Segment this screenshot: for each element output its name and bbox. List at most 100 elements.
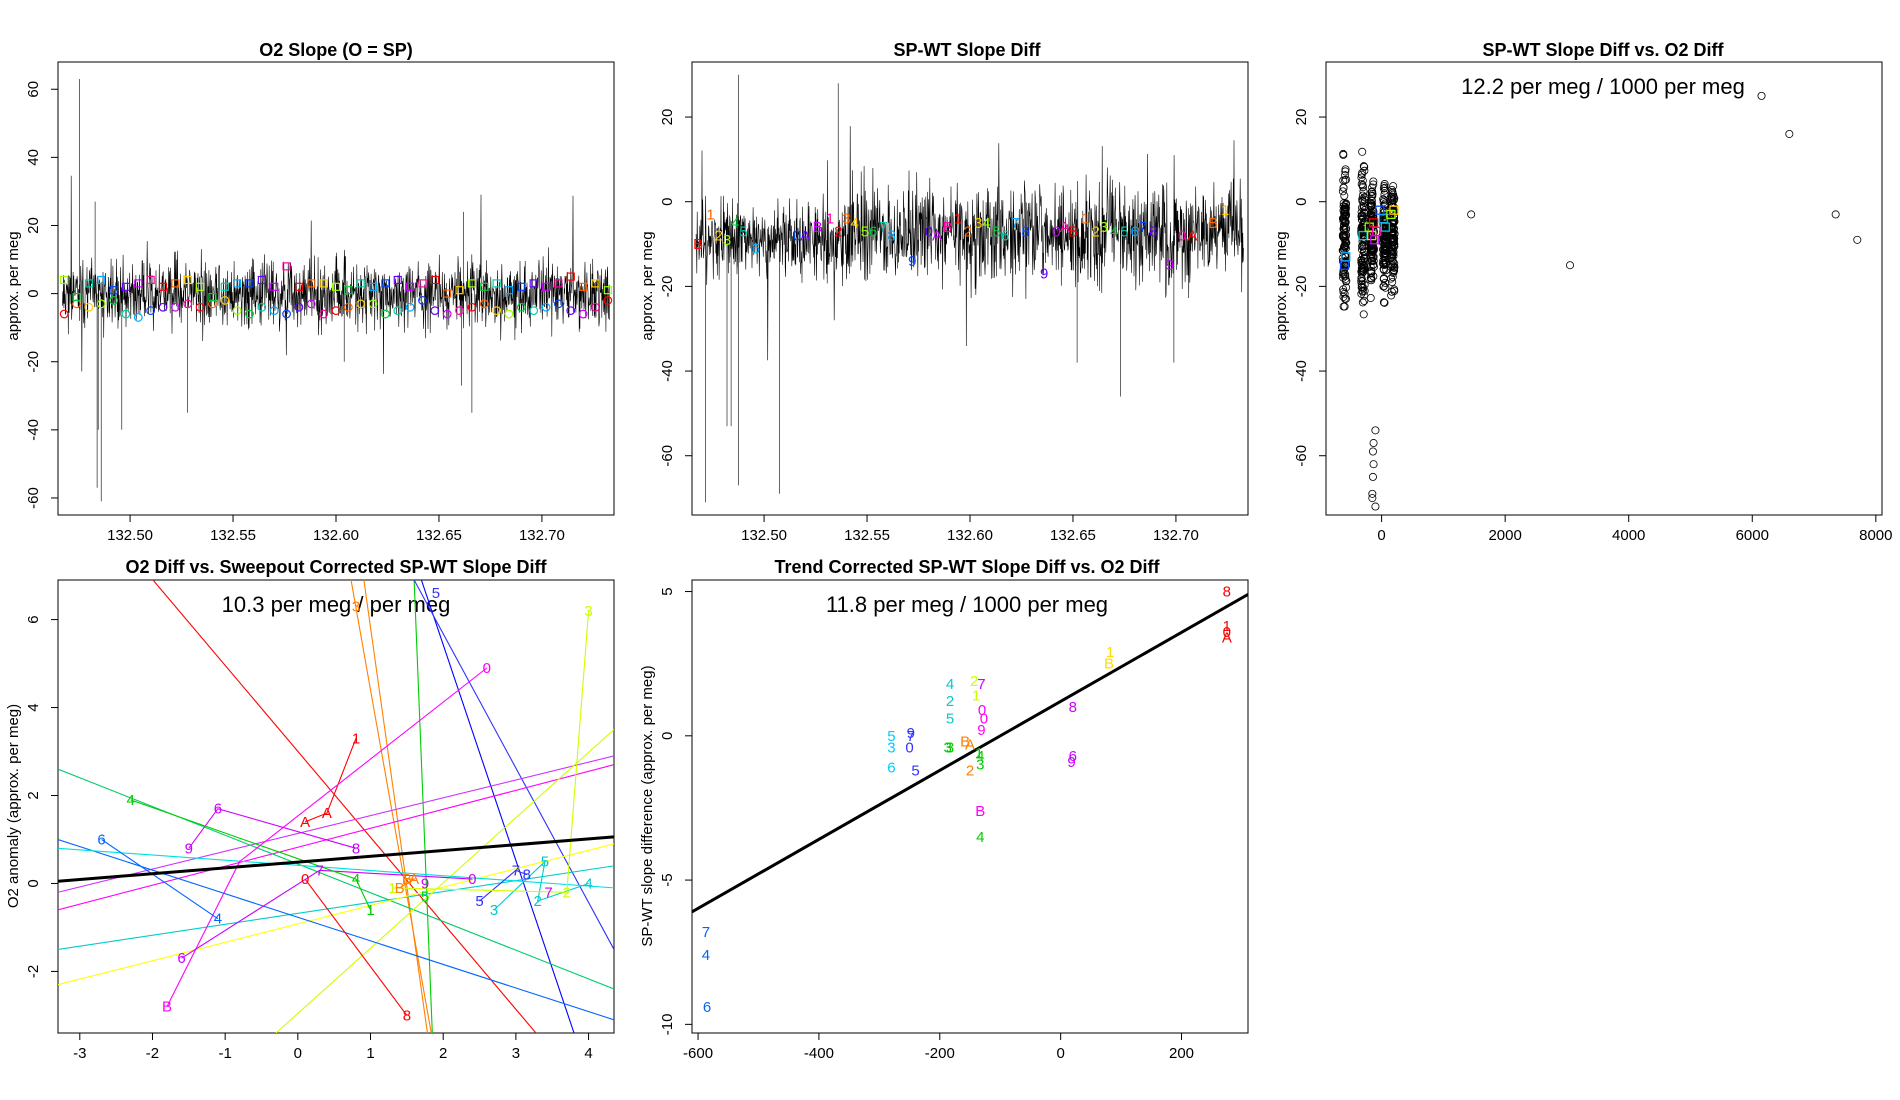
day-label: 2: [964, 223, 972, 240]
o-mean-point: [430, 306, 440, 316]
sp-mean-point: [418, 279, 427, 288]
connector-line: [101, 839, 219, 920]
scatter-point: [1371, 502, 1380, 511]
scatter-outlier-point: [1566, 261, 1575, 270]
point-label: B: [1104, 656, 1114, 673]
scatter-point: [1341, 272, 1350, 281]
o-mean-point: [109, 296, 118, 305]
sp-mean-point: [504, 286, 514, 295]
y-tick-label: -5: [659, 873, 676, 886]
scatter-point: [1341, 244, 1350, 253]
scatter-point: [1367, 274, 1376, 283]
scatter-point: [1390, 212, 1399, 221]
scatter-point: [1388, 278, 1397, 287]
sp-mean-point: [183, 275, 192, 285]
y-tick-label: -60: [1293, 445, 1310, 467]
o-mean-point: [368, 299, 378, 309]
y-tick-label: 4: [25, 703, 42, 711]
scatter-point: [1341, 294, 1350, 303]
day-label: 3: [842, 211, 850, 228]
scatter-point: [1339, 222, 1348, 231]
sp-mean-point: [307, 279, 316, 288]
y-tick-label: -40: [659, 360, 676, 382]
day-label: 5: [861, 223, 869, 240]
day-label: 4: [127, 792, 135, 809]
day-label: 8: [523, 867, 531, 884]
day-label: 1: [1081, 211, 1089, 228]
scatter-point: [1390, 263, 1399, 272]
y-tick-label: 60: [25, 81, 42, 98]
panel-spwt-vs-o2diff-annotation: 12.2 per meg / 1000 per meg: [1461, 74, 1745, 99]
y-tick-label: -40: [25, 419, 42, 441]
day-label: 6: [1131, 223, 1139, 240]
day-label: 4: [731, 215, 739, 232]
point-label: 7: [702, 924, 710, 941]
scatter-point: [1386, 262, 1395, 271]
scatter-point: [1379, 298, 1388, 307]
day-label: 5: [432, 585, 440, 602]
day-label: 4: [352, 871, 360, 888]
plot-frame: [691, 61, 1249, 516]
scatter-point: [1368, 489, 1377, 498]
x-tick-label: 132.50: [741, 527, 787, 544]
sp-mean-point: [381, 279, 390, 288]
panel-o2-slope-title: O2 Slope (O = SP): [259, 40, 413, 60]
point-label: 8: [1223, 584, 1231, 601]
point-label: 3: [976, 757, 984, 774]
x-tick-label: 132.50: [107, 527, 153, 544]
o-mean-point: [442, 309, 452, 319]
connector-line: [130, 799, 371, 911]
scatter-point: [1357, 274, 1366, 283]
x-tick-label: 132.65: [1050, 527, 1096, 544]
day-label: A: [800, 228, 810, 245]
x-tick-label: 132.70: [1153, 527, 1199, 544]
sp-mean-point: [97, 275, 106, 285]
x-tick-label: 4000: [1612, 527, 1645, 544]
o-mean-point: [504, 309, 514, 319]
lines-layer: [58, 580, 614, 1033]
y-tick-label: -2: [25, 965, 42, 978]
scatter-point: [1366, 251, 1375, 260]
scatter-highlight-point: [1380, 222, 1390, 232]
scatter-point: [1367, 188, 1376, 197]
x-tick-label: -400: [804, 1045, 834, 1062]
y-tick-label: 0: [659, 732, 676, 740]
day-label: 9: [1166, 257, 1174, 274]
day-label: 0: [1052, 223, 1060, 240]
scatter-point: [1340, 225, 1349, 234]
o-mean-point: [529, 306, 539, 316]
day-label: 4: [982, 215, 990, 232]
point-label: 0: [978, 702, 986, 719]
sp-mean-point: [121, 282, 131, 291]
day-label: 8: [888, 228, 896, 245]
scatter-point: [1367, 268, 1376, 277]
o-mean-point: [578, 309, 588, 319]
regression-line: [58, 764, 614, 911]
regression-line: [58, 838, 614, 1021]
point-label: 1: [975, 745, 983, 762]
day-label: 1: [826, 211, 834, 228]
y-tick-label: 0: [659, 198, 676, 206]
scatter-point: [1381, 283, 1390, 292]
scatter-point: [1387, 194, 1396, 203]
point-label: B: [960, 734, 970, 751]
panel-o2diff-vs-sweepout: O2 Diff vs. Sweepout Corrected SP-WT Slo…: [5, 557, 615, 1062]
regression-line: [413, 580, 614, 950]
sp-mean-point: [368, 282, 378, 291]
day-label: 3: [723, 232, 731, 249]
scatter-point: [1367, 245, 1376, 254]
x-tick-label: 4: [584, 1045, 592, 1062]
point-label: A: [1222, 630, 1232, 647]
o-mean-point: [158, 302, 168, 312]
day-label: 4: [851, 215, 859, 232]
x-tick-label: 132.65: [416, 527, 462, 544]
o-mean-point: [331, 306, 341, 316]
day-label: 8: [352, 840, 360, 857]
connector-line: [166, 667, 488, 1007]
scatter-point: [1359, 251, 1368, 260]
connector-line: [399, 878, 417, 889]
day-label: A: [322, 805, 332, 822]
scatter-point: [1358, 203, 1367, 212]
